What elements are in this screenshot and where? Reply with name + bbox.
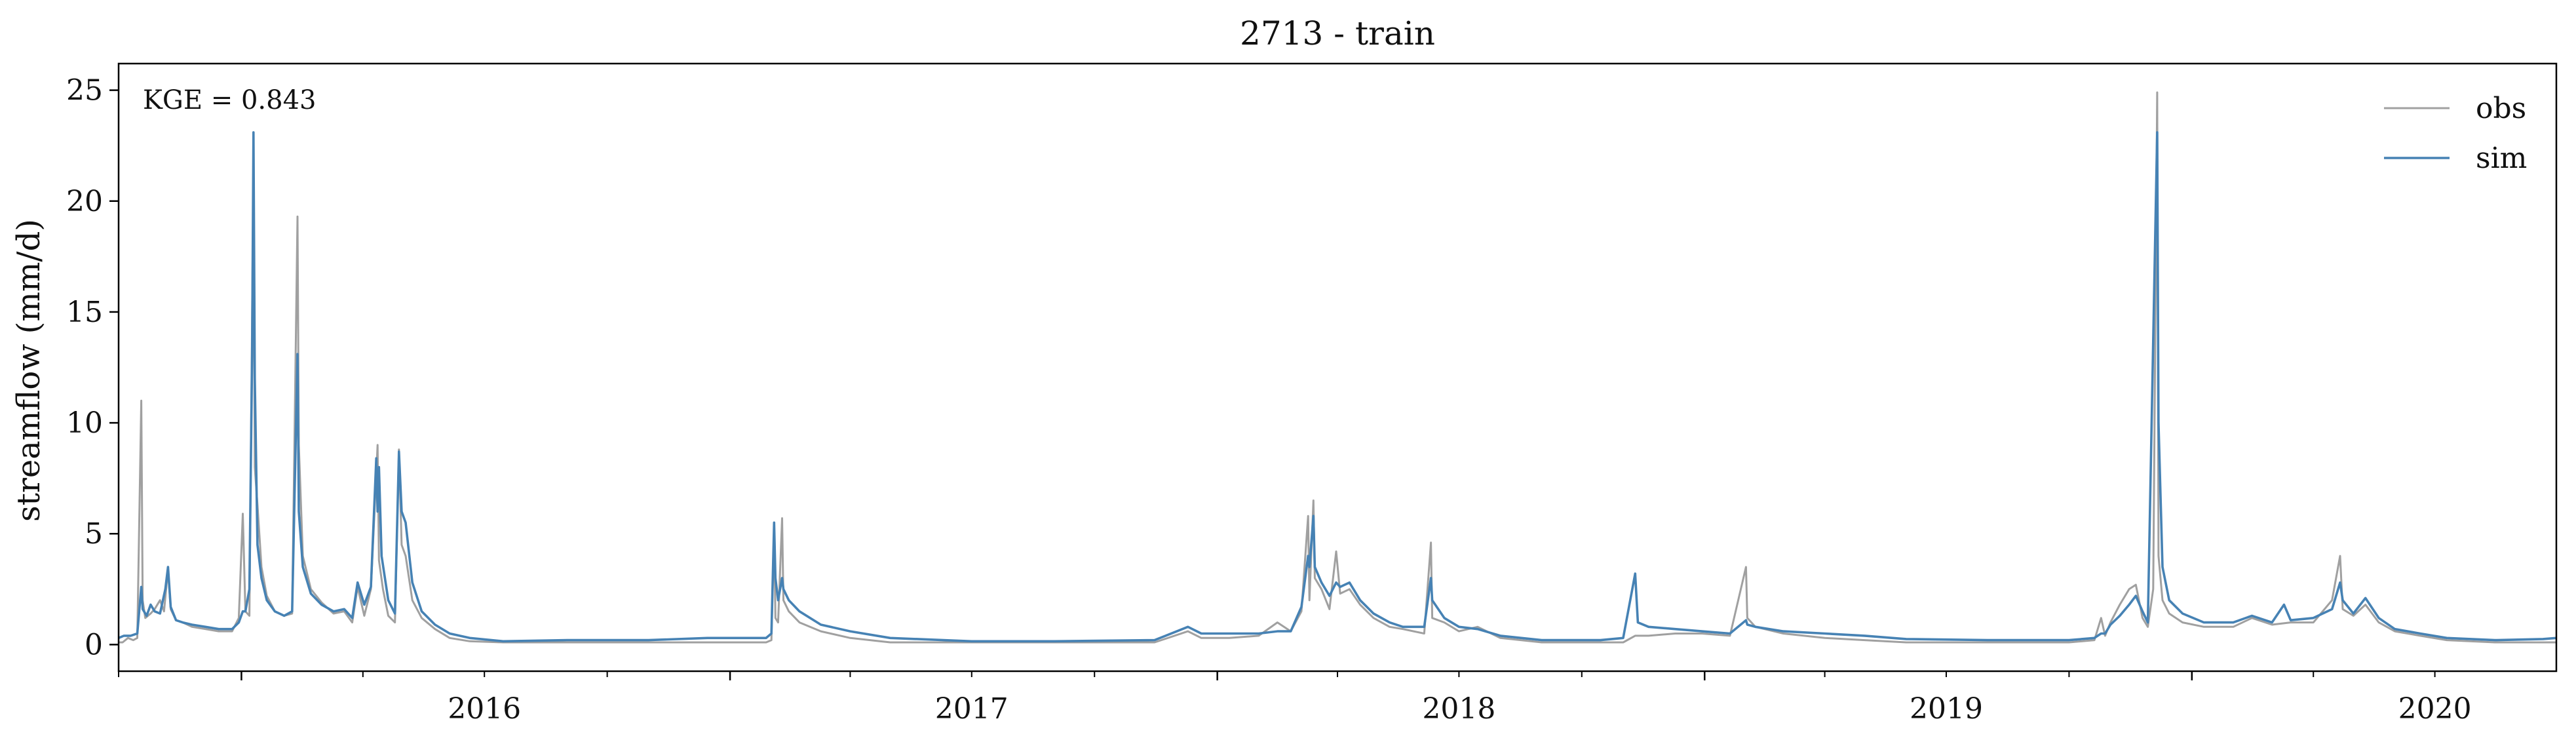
y-axis-label: streamflow (mm/d): [10, 219, 47, 522]
kge-annotation: KGE = 0.843: [143, 85, 317, 115]
legend-label-obs: obs: [2476, 92, 2526, 125]
x-tick-label-2016: 2016: [448, 692, 521, 726]
legend: obs sim: [2384, 92, 2527, 175]
y-tick-label-10: 10: [66, 406, 103, 440]
x-ticks: 2016 2017 2018 2019 2020: [118, 671, 2472, 726]
plot-frame: [117, 62, 2558, 673]
y-tick-label-0: 0: [85, 628, 103, 661]
y-tick-label-15: 15: [66, 296, 103, 329]
y-ticks: 0 5 10 15 20 25: [66, 74, 119, 661]
y-tick-label-5: 5: [85, 517, 103, 551]
legend-label-sim: sim: [2476, 142, 2527, 175]
x-tick-label-2017: 2017: [935, 692, 1009, 726]
chart-title: 2713 - train: [1240, 14, 1435, 52]
series-line-obs: [119, 91, 2556, 644]
x-tick-label-2020: 2020: [2398, 692, 2472, 726]
plot-area: [117, 62, 2558, 673]
y-tick-label-25: 25: [66, 74, 103, 107]
series-line-sim: [118, 131, 2557, 643]
x-tick-label-2018: 2018: [1422, 692, 1495, 726]
x-tick-label-2019: 2019: [1910, 692, 1983, 726]
series-layer: [118, 91, 2557, 644]
y-tick-label-20: 20: [66, 185, 103, 218]
